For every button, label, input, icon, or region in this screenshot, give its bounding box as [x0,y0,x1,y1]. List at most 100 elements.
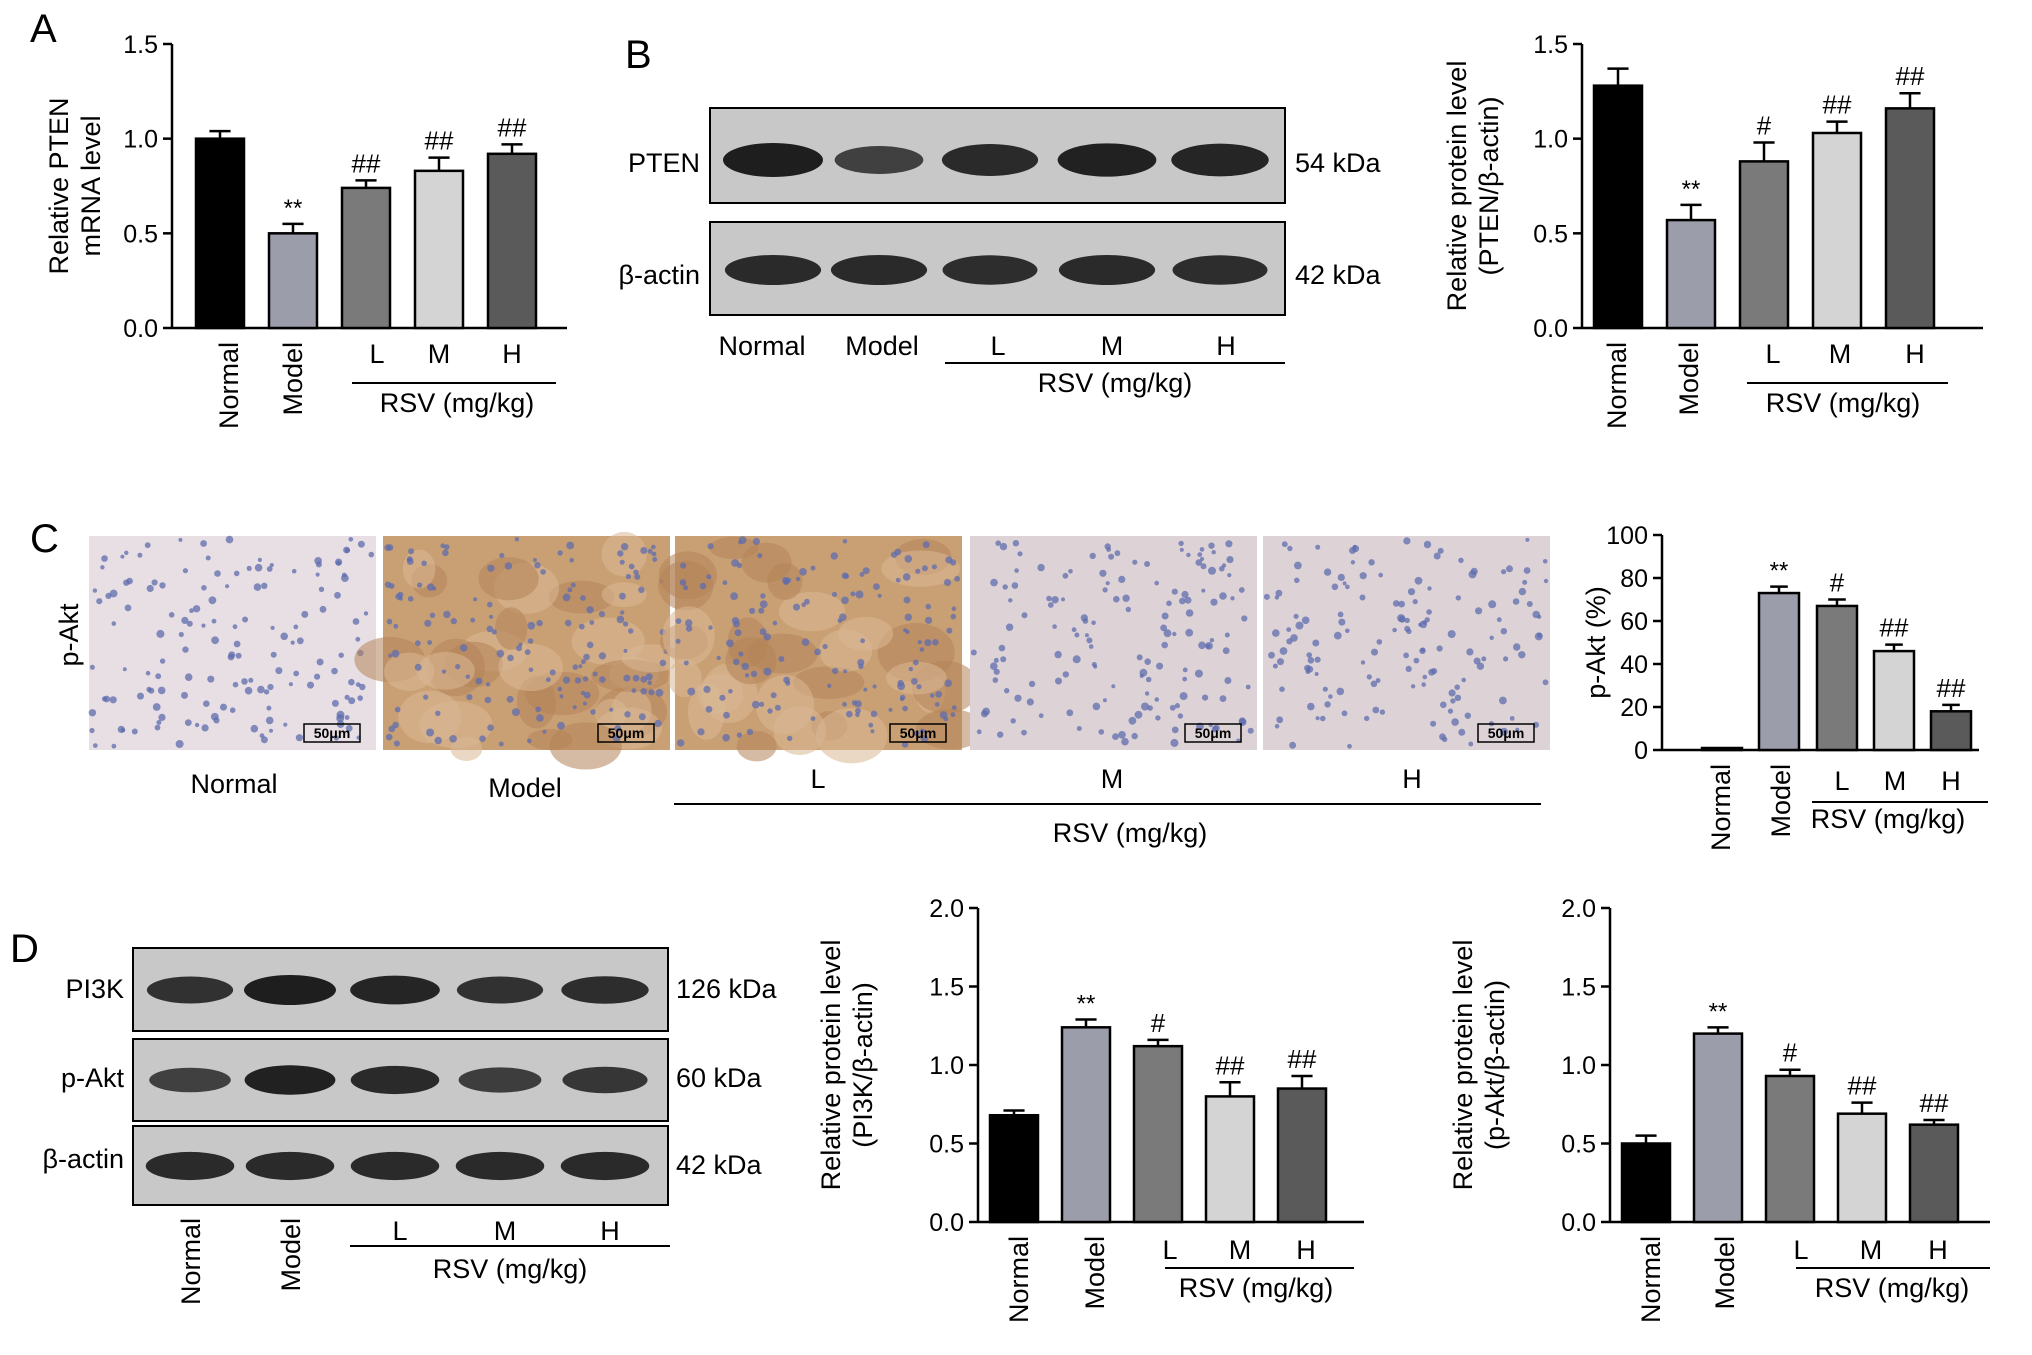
significance-mark: # [1830,568,1845,598]
cell-nucleus [951,606,957,611]
cell-nucleus [455,663,461,670]
cell-nucleus [1287,545,1293,552]
cell-nucleus [1198,641,1206,650]
cell-nucleus [1102,698,1107,703]
blot-band [350,1065,440,1095]
cell-nucleus [870,729,875,734]
cell-nucleus [449,735,457,743]
cell-nucleus [990,662,998,670]
cell-nucleus [1306,652,1312,658]
cell-nucleus [208,596,217,605]
cell-nucleus [1489,635,1494,640]
cell-nucleus [810,565,816,571]
cell-nucleus [1118,731,1126,739]
bar-l [1764,1074,1816,1224]
cell-nucleus [1525,537,1530,542]
blot-band [562,1066,648,1094]
cell-nucleus [1106,547,1111,552]
cell-nucleus [101,555,108,562]
blot-b-pten-label: PTEN [628,148,700,178]
cell-nucleus [921,565,928,572]
cell-nucleus [1447,630,1456,639]
blot-band [149,1067,231,1093]
cell-nucleus [203,700,210,707]
cell-nucleus [1072,655,1081,664]
cell-nucleus [144,542,151,549]
stain-patch [498,643,564,692]
significance-mark: ## [498,112,527,142]
cell-nucleus [1375,678,1381,683]
cell-nucleus [1114,550,1121,557]
cell-nucleus [1205,644,1211,649]
cell-nucleus [1144,691,1150,696]
cell-nucleus [844,573,850,579]
cell-nucleus [679,579,687,586]
cell-nucleus [1366,674,1372,680]
cell-nucleus [487,724,494,731]
cell-nucleus [822,643,828,650]
ihc-label-h: H [1402,764,1422,794]
y-axis-label: (p-Akt/β-actin) [1480,980,1510,1150]
cell-nucleus [275,667,283,675]
cell-nucleus [1224,677,1232,684]
cell-nucleus [659,659,667,667]
cell-nucleus [348,697,356,705]
cell-nucleus [1169,704,1176,711]
cell-nucleus [534,562,541,569]
cell-nucleus [744,673,750,678]
cell-nucleus [619,592,626,600]
cell-nucleus [89,727,95,734]
cell-nucleus [993,657,999,663]
cell-nucleus [1026,698,1034,706]
cell-nucleus [1200,563,1207,570]
cell-nucleus [841,596,849,605]
cell-nucleus [932,639,939,646]
cell-nucleus [1440,701,1447,709]
cell-nucleus [1154,697,1160,702]
cell-nucleus [386,544,394,551]
cell-nucleus [1225,540,1233,548]
cell-nucleus [348,678,355,686]
x-tick-label-m: M [1829,339,1852,369]
cell-nucleus [722,580,728,586]
blot-d-lane-m: M [494,1216,517,1246]
cell-nucleus [1086,637,1093,644]
cell-nucleus [1155,715,1161,721]
y-tick-label: 1.0 [1561,1052,1596,1080]
blot-band [350,1151,440,1181]
cell-nucleus [570,582,576,588]
cell-nucleus [614,725,622,732]
cell-nucleus [569,557,574,563]
cell-nucleus [1376,639,1383,645]
cell-nucleus [592,671,598,677]
cell-nucleus [1145,676,1152,683]
cell-nucleus [1359,572,1367,580]
cell-nucleus [858,663,864,670]
cell-nucleus [1293,613,1299,619]
panel-letter-b: B [625,33,652,77]
cell-nucleus [269,728,273,733]
blot-band [244,1065,336,1095]
cell-nucleus [220,703,227,711]
cell-nucleus [489,614,494,619]
cell-nucleus [214,570,221,577]
scale-bar-box [1184,723,1242,743]
cell-nucleus [1121,737,1129,746]
cell-nucleus [1368,559,1375,566]
blot-b-lane-h: H [1216,331,1236,361]
blot-band [830,254,928,286]
cell-nucleus [1199,547,1205,552]
x-tick-label-normal: Normal [1004,1236,1034,1323]
y-tick-label: 2.0 [1561,895,1596,923]
cell-nucleus [859,571,865,577]
cell-nucleus [567,587,573,593]
cell-nucleus [357,540,365,548]
cell-nucleus [1426,609,1432,615]
blot-b-actin-size: 42 kDa [1295,260,1382,290]
cell-nucleus [528,667,534,673]
cell-nucleus [1028,680,1036,688]
significance-mark: ## [1937,673,1966,703]
blot-b-lane-model: Model [845,331,919,361]
stain-patch [819,629,873,672]
cell-nucleus [225,584,230,589]
